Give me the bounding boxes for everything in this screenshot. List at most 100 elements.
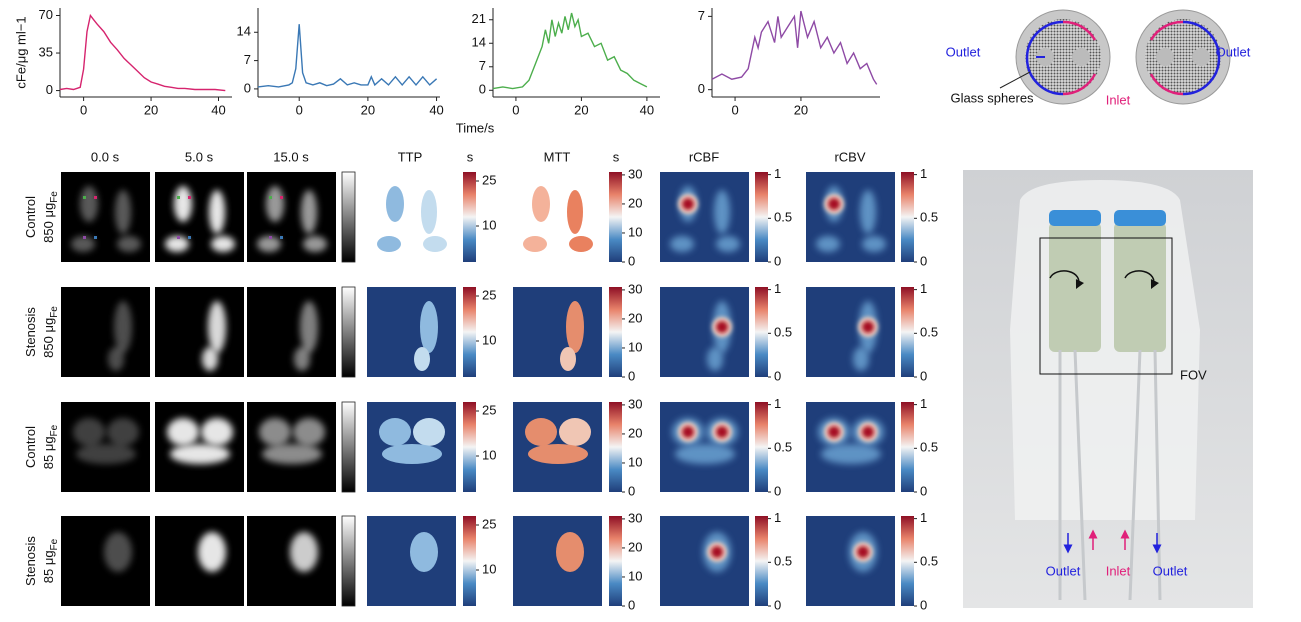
colorbar-tick-label: 0.5 [774, 210, 792, 225]
colorbar-tick-label: 10 [628, 568, 642, 583]
colorbar-tick-label: 10 [482, 561, 496, 576]
column-header: TTP [398, 149, 423, 164]
colorbar-tick-label: 10 [628, 339, 642, 354]
colorbar-tick-label: 25 [482, 172, 496, 187]
y-axis-label: cFe/μg ml−1 [13, 16, 28, 88]
colorbar [463, 402, 476, 492]
map-content [513, 402, 602, 492]
signal [293, 418, 325, 446]
signal [262, 444, 322, 464]
map-image [806, 172, 895, 262]
map-image [806, 287, 895, 377]
map-bg [247, 287, 336, 377]
phantom-photo [963, 170, 1253, 608]
mtt-region [559, 418, 591, 446]
data-line [59, 13, 226, 92]
row-condition: Stenosis [23, 536, 38, 586]
inlet-label: Inlet [1106, 92, 1131, 107]
flow-region [716, 236, 740, 252]
mtt-region [556, 532, 584, 572]
map-image [61, 287, 150, 377]
map-image [155, 516, 244, 606]
row-dose: 850 μgFe [41, 306, 59, 358]
colorbar-tick-label: 1 [920, 166, 927, 181]
roi-marker [94, 196, 97, 199]
colorbar-tick-label: 20 [628, 310, 642, 325]
column-header: 5.0 s [185, 149, 214, 164]
x-tick-label: 20 [144, 102, 158, 117]
colorbar-tick-label: 0 [920, 253, 927, 268]
signal [73, 418, 105, 446]
colorbar-tick-label: 0 [920, 368, 927, 383]
outlet-label: Outlet [1153, 563, 1188, 578]
ttp-region [410, 532, 438, 572]
y-tick-label: 0 [479, 82, 486, 97]
signal [117, 236, 141, 252]
colorbar [901, 516, 914, 606]
colorbar-tick-label: 30 [628, 510, 642, 525]
ttp-region [420, 301, 438, 353]
map-image [513, 516, 602, 606]
colorbar-tick-label: 0 [774, 368, 781, 383]
colorbar-tick-label: 0.5 [920, 554, 938, 569]
map-content [155, 287, 244, 377]
ttp-region [379, 418, 411, 446]
column-header: rCBV [834, 149, 865, 164]
dose-subscript: Fe [49, 306, 60, 318]
hotspot [682, 426, 694, 438]
flow-region [816, 236, 840, 252]
dose-subscript: Fe [49, 191, 60, 203]
map-content [513, 516, 602, 606]
colorbar-tick-label: 0 [628, 368, 635, 383]
signal [76, 444, 136, 464]
map-image [660, 516, 749, 606]
roi-marker [269, 236, 272, 239]
colorbar [901, 402, 914, 492]
roi-marker [94, 236, 97, 239]
outlet-label: Outlet [1216, 44, 1251, 59]
y-tick-label: 7 [479, 58, 486, 73]
colorbar [755, 516, 768, 606]
y-tick-label: 7 [244, 52, 251, 67]
signal [300, 301, 318, 353]
signal [170, 444, 230, 464]
row-dose: 850 μgFe [41, 191, 59, 243]
signal [107, 418, 139, 446]
colorbar [609, 516, 622, 606]
x-tick-label: 0 [512, 102, 519, 117]
flow-region [714, 190, 730, 234]
map-bg [660, 287, 749, 377]
hotspot [682, 198, 694, 210]
roi-marker [177, 236, 180, 239]
roi-marker [188, 196, 191, 199]
colorbar-tick-label: 20 [628, 195, 642, 210]
map-content [61, 287, 150, 377]
colorbar-tick-label: 0.5 [920, 325, 938, 340]
colorbar-tick-label: 10 [482, 447, 496, 462]
colorbar [901, 287, 914, 377]
y-tick-label: 0 [698, 81, 705, 96]
colorbar [755, 172, 768, 262]
map-image [367, 402, 456, 492]
map-image [660, 287, 749, 377]
colorbar-tick-label: 10 [482, 332, 496, 347]
dose-value: 85 μg [41, 550, 56, 583]
map-content [247, 516, 336, 606]
signal [198, 532, 226, 572]
signal [259, 418, 291, 446]
map-content [367, 516, 456, 606]
colorbar [463, 172, 476, 262]
colorbar-tick-label: 0.5 [774, 440, 792, 455]
map-content [660, 172, 749, 262]
signal [257, 236, 281, 252]
x-tick-label: 0 [80, 102, 87, 117]
flow-region [670, 236, 694, 252]
y-tick-label: 35 [39, 44, 53, 59]
x-axis-label: Time/s [456, 120, 495, 135]
map-bg [513, 287, 602, 377]
colorbar [463, 516, 476, 606]
gray-colorbar [341, 515, 356, 607]
inlet-label: Inlet [1106, 563, 1131, 578]
map-content [806, 172, 895, 262]
ttp-region [382, 444, 442, 464]
